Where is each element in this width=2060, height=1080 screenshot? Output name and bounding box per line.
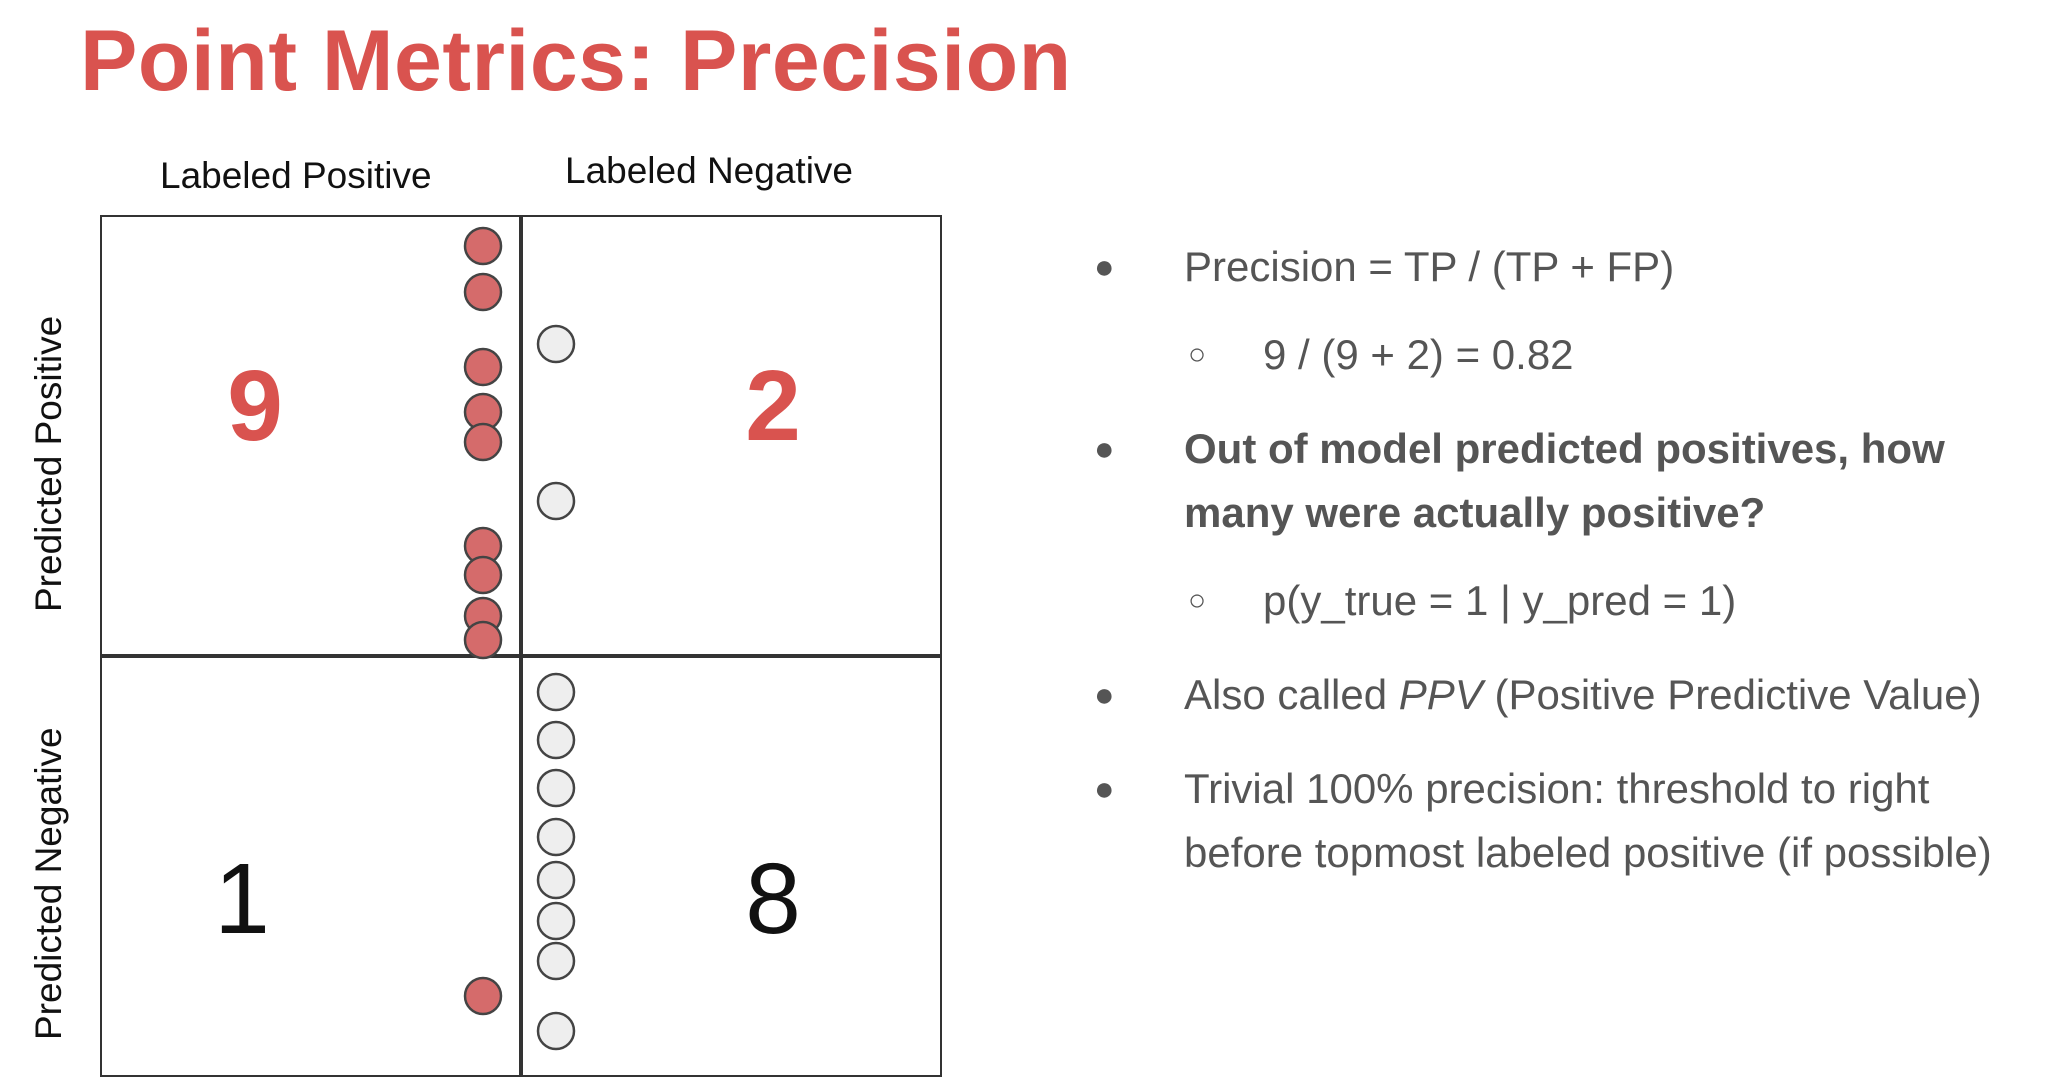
labeled-negative-dots [536,324,576,1051]
bullet-text-italic: PPV [1398,671,1483,718]
bullet-text: Precision = TP / (TP + FP) [1184,243,1675,290]
column-label-labeled-negative: Labeled Negative [565,150,853,191]
negative-dot [536,672,576,712]
bullet-text: Out of model predicted positives, how ma… [1184,425,1945,536]
bullet-block-precision-formula: ● Precision = TP / (TP + FP) ○ 9 / (9 + … [1080,235,2030,387]
bullet-text-before: Also called [1184,671,1399,718]
bullet-dot-icon: ● [1094,248,1115,286]
bullet-list: ● Precision = TP / (TP + FP) ○ 9 / (9 + … [1080,235,2030,915]
cell-true-positive-count: 9 [227,350,283,462]
cell-false-positive-count: 2 [745,350,801,462]
hollow-bullet-icon: ○ [1188,584,1207,617]
negative-dot [536,768,576,808]
negative-dot [536,720,576,760]
list-item: ● Precision = TP / (TP + FP) [1080,235,2030,299]
positive-dot [463,422,503,462]
bullet-text: Trivial 100% precision: threshold to rig… [1184,765,1992,876]
sub-bullet-text: 9 / (9 + 2) = 0.82 [1263,331,1574,378]
list-item: ● Trivial 100% precision: threshold to r… [1080,757,2030,885]
sub-bullet-text: p(y_true = 1 | y_pred = 1) [1263,577,1737,624]
positive-dot [463,272,503,312]
negative-dot [536,941,576,981]
positive-dot [463,226,503,266]
bullet-block-ppv: ● Also called PPV (Positive Predictive V… [1080,663,2030,727]
bullet-dot-icon: ● [1094,676,1115,714]
list-item: ● Also called PPV (Positive Predictive V… [1080,663,2030,727]
bullet-text: Also called PPV (Positive Predictive Val… [1184,663,2030,727]
negative-dot [536,1011,576,1051]
negative-dot [536,481,576,521]
negative-dot [536,817,576,857]
hollow-bullet-icon: ○ [1188,338,1207,371]
negative-dot [536,860,576,900]
labeled-positive-dots [463,226,503,1016]
positive-dot [463,347,503,387]
positive-dot [463,976,503,1016]
bullet-block-definition: ● Out of model predicted positives, how … [1080,417,2030,633]
negative-dot [536,324,576,364]
sub-list-item: ○ 9 / (9 + 2) = 0.82 [1188,323,2030,387]
positive-dot [463,555,503,595]
cell-true-negative-count: 8 [745,843,801,955]
slide-title: Point Metrics: Precision [80,13,1072,109]
bullet-dot-icon: ● [1094,430,1115,468]
sub-list-item: ○ p(y_true = 1 | y_pred = 1) [1188,569,2030,633]
list-item: ● Out of model predicted positives, how … [1080,417,2030,545]
bullet-block-trivial: ● Trivial 100% precision: threshold to r… [1080,757,2030,885]
cell-false-negative-count: 1 [214,843,270,955]
column-label-labeled-positive: Labeled Positive [160,155,432,196]
negative-dot [536,901,576,941]
bullet-dot-icon: ● [1094,770,1115,808]
bullet-text-after: (Positive Predictive Value) [1482,671,1982,718]
positive-dot [463,620,503,660]
